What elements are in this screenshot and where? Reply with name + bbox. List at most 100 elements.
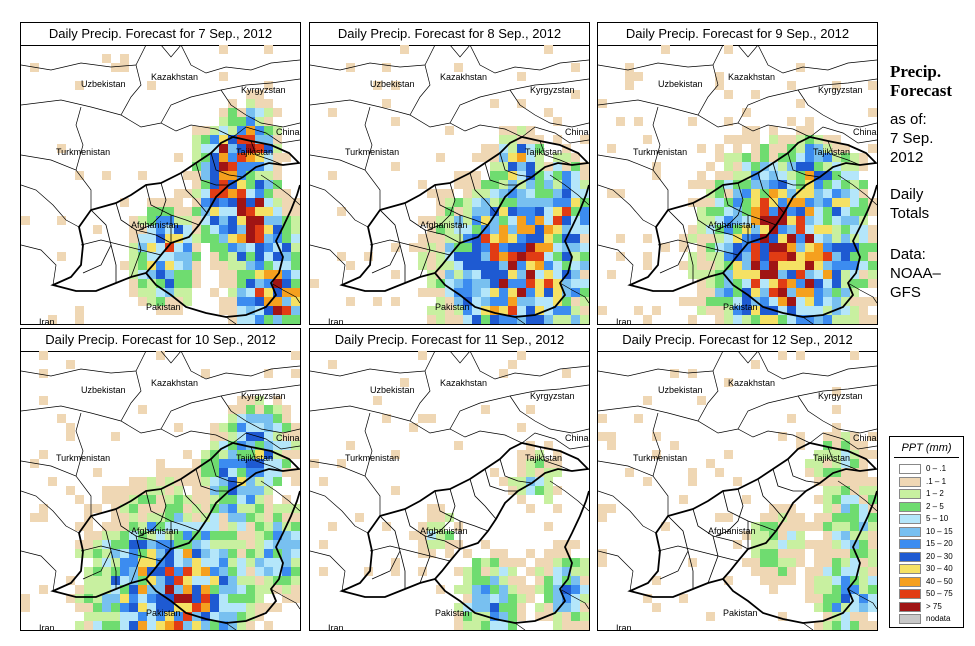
precip-cell [228,198,237,207]
precip-cell [580,279,589,288]
precip-cell [201,477,210,486]
country-label: China [565,127,589,137]
precip-cell [219,45,228,54]
precip-cell [165,585,174,594]
province-line [757,478,785,520]
precip-cell [463,612,472,621]
precip-cell [156,243,165,252]
precip-cell [418,261,427,270]
precip-cell [237,198,246,207]
precip-cell [264,234,273,243]
precip-cell [859,207,868,216]
precip-cell [841,234,850,243]
precip-cell [526,504,535,513]
precip-cell [273,504,282,513]
precip-cell [724,162,733,171]
precip-cell [472,306,481,315]
precip-cell [147,477,156,486]
precip-cell [697,288,706,297]
precip-cell [814,225,823,234]
precip-cell [508,243,517,252]
precip-cell [228,441,237,450]
precip-cell [499,252,508,261]
precip-cell [490,621,499,630]
precip-cell [48,477,57,486]
precip-cell [355,513,364,522]
precip-cell [751,531,760,540]
precip-cell [246,621,255,630]
province-line [195,162,229,186]
precip-cell [246,612,255,621]
precip-cell [571,540,580,549]
precip-cell [156,261,165,270]
precip-cell [688,558,697,567]
border-line [310,184,369,228]
precip-cell [607,504,616,513]
precip-cell [210,207,219,216]
border-line [598,405,811,444]
border-line [697,351,724,422]
precip-cell [769,549,778,558]
precip-cell [237,171,246,180]
precip-cell [129,513,138,522]
precip-cell [364,252,373,261]
precip-cell [715,513,724,522]
precip-cell [183,585,192,594]
precip-cell [832,225,841,234]
precip-cell [174,504,183,513]
precip-cell [210,189,219,198]
precip-cell [264,459,273,468]
border-line [250,446,284,472]
precip-cell [183,477,192,486]
precip-cell [454,243,463,252]
country-label: China [276,127,300,137]
precip-cell [742,306,751,315]
precip-cell [526,459,535,468]
precip-cell [138,567,147,576]
precip-cell [463,306,472,315]
precip-cell [733,180,742,189]
precip-cell [111,432,120,441]
precip-cell [282,423,291,432]
precip-cell [255,495,264,504]
precip-cell [841,585,850,594]
precip-cell [823,171,832,180]
precip-cell [472,603,481,612]
precip-cell [751,135,760,144]
precip-cell [138,549,147,558]
border-line [21,490,80,534]
precip-cell [670,441,679,450]
country-label: Kyrgyzstan [818,391,863,401]
precip-cell [291,234,300,243]
precip-cell [508,279,517,288]
precip-cell [183,576,192,585]
precip-cell [769,126,778,135]
precip-cell [841,621,850,630]
country-label: China [853,127,877,137]
precip-cell [255,459,264,468]
precip-cell [769,171,778,180]
precip-cell [445,549,454,558]
precip-map: UzbekistanKazakhstanKyrgyzstanChinaTurkm… [310,45,589,324]
precip-cell [138,225,147,234]
precip-cell [291,468,300,477]
pakistan-border [434,184,589,318]
precip-cell [201,540,210,549]
precip-cell [499,603,508,612]
precip-cell [255,108,264,117]
precip-cell [535,450,544,459]
precip-cell [625,81,634,90]
precip-cell [805,207,814,216]
precip-cell [535,486,544,495]
forecast-panel-sep-10: Daily Precip. Forecast for 10 Sep., 2012… [20,328,301,631]
precip-cell [850,531,859,540]
precip-cell [526,405,535,414]
precip-cell [562,621,571,630]
precip-cell [111,612,120,621]
precip-cell [697,198,706,207]
precip-cell [535,603,544,612]
precip-cell [517,468,526,477]
precip-cell [454,297,463,306]
border-line [270,282,300,304]
precip-cell [499,594,508,603]
